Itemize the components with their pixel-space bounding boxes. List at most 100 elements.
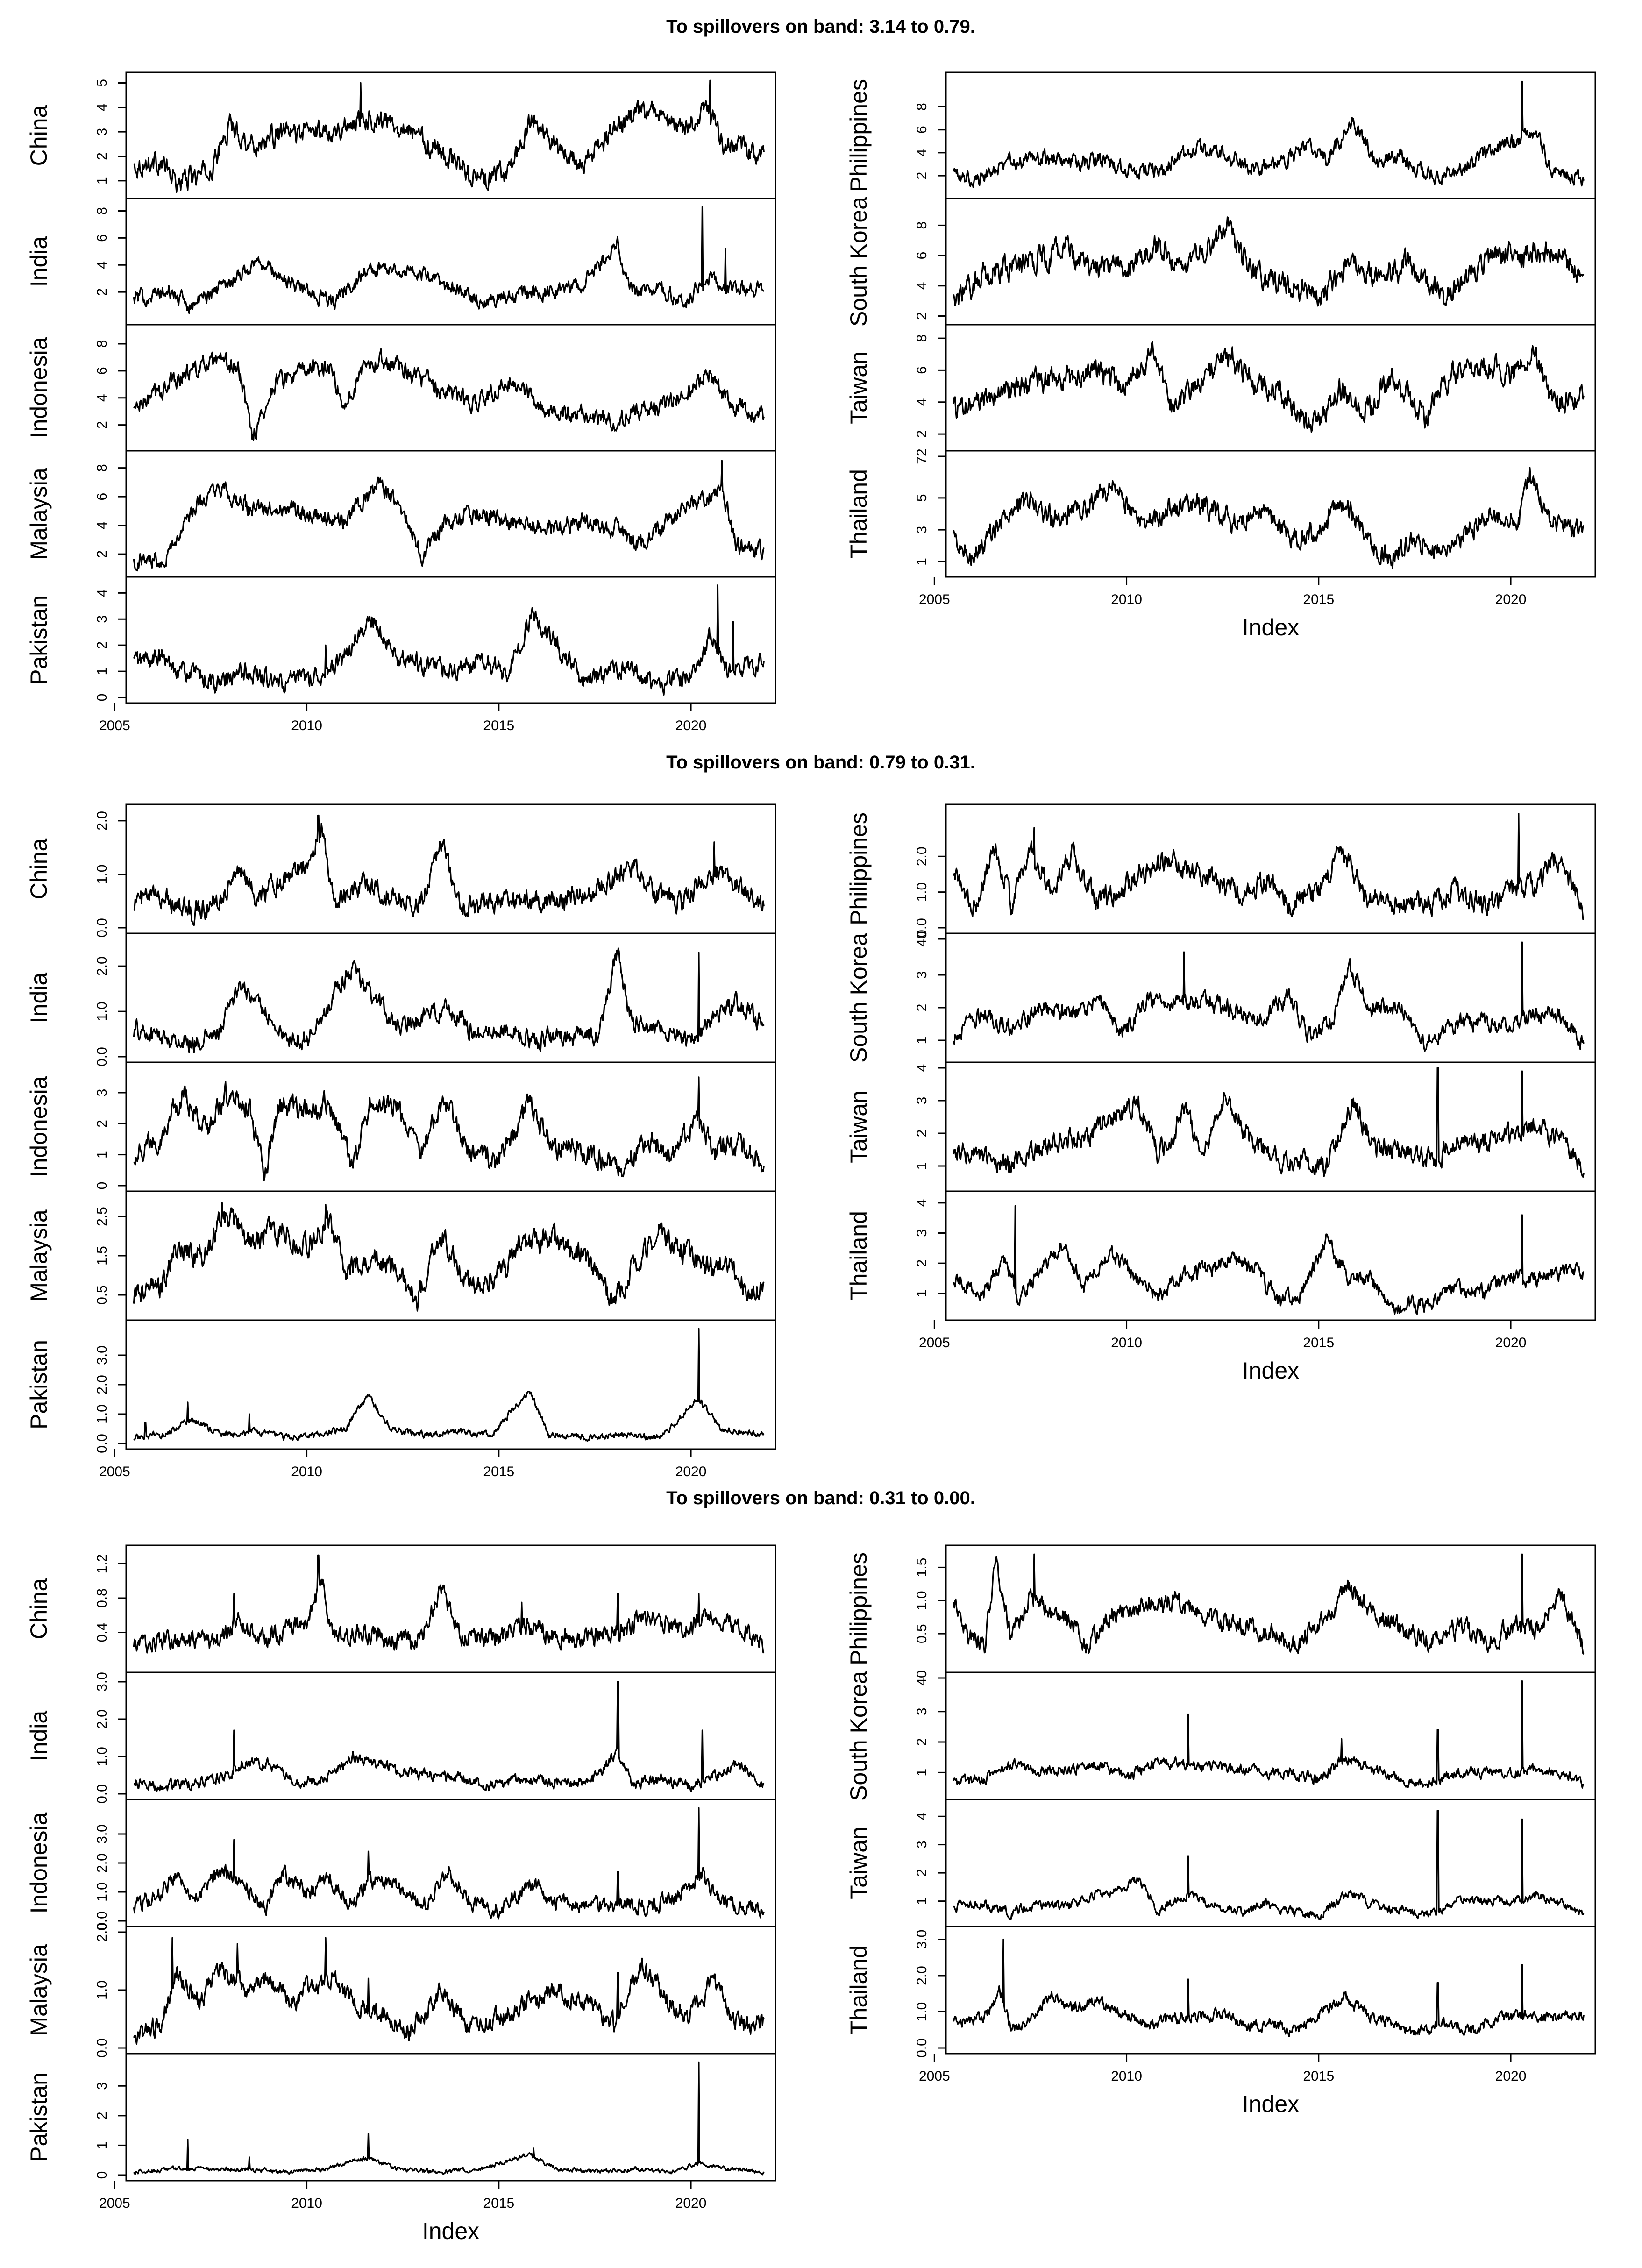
y-tick-label: 8 — [94, 340, 110, 348]
x-tick-label: 2005 — [99, 2196, 130, 2211]
y-tick-label: 2.5 — [94, 1207, 110, 1226]
y-tick-label: 3 — [914, 526, 930, 534]
series-line-india — [133, 947, 765, 1053]
x-tick-label: 2005 — [919, 2069, 950, 2084]
x-tick-label: 2020 — [675, 718, 707, 733]
y-tick-label: 0.4 — [94, 1623, 110, 1642]
y-tick-label: 3 — [914, 1097, 930, 1105]
y-tick-label: 0.8 — [94, 1588, 110, 1608]
panel-series-label: South Korea — [846, 933, 872, 1063]
y-tick-label: 0 — [94, 694, 110, 702]
chart-root: To spillovers on band: 3.14 to 0.79. Chin… — [26, 16, 1596, 2244]
y-tick-label: 1 — [914, 1037, 930, 1045]
y-tick-label: 2.0 — [94, 1853, 110, 1873]
panel-thailand: Thailand 1 3 5 72 — [846, 448, 1596, 578]
series-line-philippines — [953, 1553, 1585, 1655]
y-tick-label: 0.0 — [94, 1784, 110, 1804]
x-tick-label: 2020 — [675, 2196, 707, 2211]
y-tick-label: 1.0 — [94, 1882, 110, 1902]
panel-frame — [125, 576, 776, 704]
series-line-china — [133, 1554, 765, 1654]
y-tick-label: 0.0 — [94, 1434, 110, 1453]
y-tick-label: 2.0 — [94, 1922, 110, 1942]
series-line-pakistan — [133, 1328, 765, 1442]
y-tick-label: 4 — [94, 261, 110, 269]
y-tick-label: 0.0 — [914, 918, 930, 938]
y-tick-label: 1 — [914, 1769, 930, 1777]
y-tick-label: 0.5 — [94, 1285, 110, 1305]
y-tick-label: 2 — [914, 430, 930, 438]
panel-series-label: India — [26, 973, 52, 1024]
x-tick-label: 2005 — [919, 592, 950, 607]
x-tick-label: 2015 — [483, 2196, 514, 2211]
y-tick-label: 1.0 — [94, 1980, 110, 2000]
y-tick-label: 1.0 — [914, 2002, 930, 2022]
y-tick-label: 8 — [914, 221, 930, 229]
panel-series-label: Malaysia — [26, 1944, 52, 2036]
x-tick-label: 2010 — [291, 1464, 322, 1479]
x-tick-label: 2005 — [99, 1464, 130, 1479]
x-tick-label: 2015 — [1303, 592, 1334, 607]
y-tick-label: 1 — [94, 668, 110, 675]
x-axis-label: Index — [422, 2218, 479, 2244]
y-tick-label: 3.0 — [94, 1824, 110, 1844]
y-tick-label: 2 — [914, 1259, 930, 1267]
y-tick-label: 1 — [94, 2141, 110, 2149]
y-tick-label: 1.0 — [94, 1404, 110, 1424]
panel-china: China 0.0 1.0 2.0 — [26, 803, 776, 938]
series-line-indonesia — [133, 1076, 765, 1181]
panel-frame — [125, 2053, 776, 2182]
y-tick-label: 3 — [914, 1707, 930, 1715]
x-tick-label: 2010 — [291, 718, 322, 733]
y-tick-label: 0 — [94, 1182, 110, 1190]
y-tick-label: 3 — [94, 128, 110, 136]
x-tick-label: 2020 — [1495, 2069, 1527, 2084]
panel-series-label: Taiwan — [846, 1827, 872, 1899]
y-tick-label: 1 — [914, 1289, 930, 1297]
x-tick-label: 2020 — [1495, 592, 1527, 607]
series-line-philippines — [953, 80, 1585, 188]
panel-frame — [945, 1926, 1596, 2055]
y-tick-label: 40 — [914, 1670, 930, 1685]
y-tick-label: 2 — [94, 1120, 110, 1128]
panel-series-label: India — [26, 1711, 52, 1762]
y-tick-label: 2 — [914, 1004, 930, 1012]
series-line-thailand — [953, 1938, 1585, 2038]
y-tick-label: 8 — [914, 334, 930, 342]
panel-series-label: Malaysia — [26, 468, 52, 560]
y-tick-label: 3.0 — [94, 1345, 110, 1365]
y-tick-label: 4 — [94, 103, 110, 111]
y-tick-label: 1 — [914, 1897, 930, 1905]
y-tick-label: 2 — [94, 550, 110, 558]
y-tick-label: 3 — [914, 1841, 930, 1849]
panel-series-label: Indonesia — [26, 1812, 52, 1913]
series-line-malaysia — [133, 1202, 765, 1312]
y-tick-label: 1 — [914, 1162, 930, 1170]
y-tick-label: 72 — [914, 448, 930, 464]
panel-series-label: Thailand — [846, 1945, 872, 2035]
y-tick-label: 1.2 — [94, 1554, 110, 1574]
series-line-taiwan — [953, 341, 1585, 433]
y-tick-label: 3.0 — [914, 1930, 930, 1949]
panel-series-label: China — [26, 838, 52, 899]
panel-series-label: Pakistan — [26, 2072, 52, 2162]
x-tick-label: 2015 — [483, 718, 514, 733]
y-tick-label: 2 — [94, 288, 110, 296]
x-tick-label: 2015 — [1303, 1335, 1334, 1351]
y-tick-label: 2 — [94, 2112, 110, 2119]
panel-series-label: Taiwan — [846, 351, 872, 424]
y-tick-label: 2 — [914, 1869, 930, 1877]
x-tick-label: 2010 — [1111, 2069, 1142, 2084]
y-tick-label: 3 — [914, 1229, 930, 1237]
panel-series-label: Pakistan — [26, 595, 52, 685]
y-tick-label: 4 — [914, 149, 930, 157]
band-1-title: To spillovers on band: 3.14 to 0.79. — [666, 16, 975, 37]
series-line-taiwan — [953, 1067, 1585, 1178]
band-2-group: To spillovers on band: 0.79 to 0.31. Chin… — [26, 752, 1596, 1479]
y-tick-label: 5 — [94, 79, 110, 87]
y-tick-label: 3 — [94, 615, 110, 623]
y-tick-label: 3 — [94, 2082, 110, 2090]
panel-series-label: Philippines — [846, 812, 872, 925]
series-line-india — [133, 206, 765, 314]
y-tick-label: 4 — [94, 394, 110, 402]
